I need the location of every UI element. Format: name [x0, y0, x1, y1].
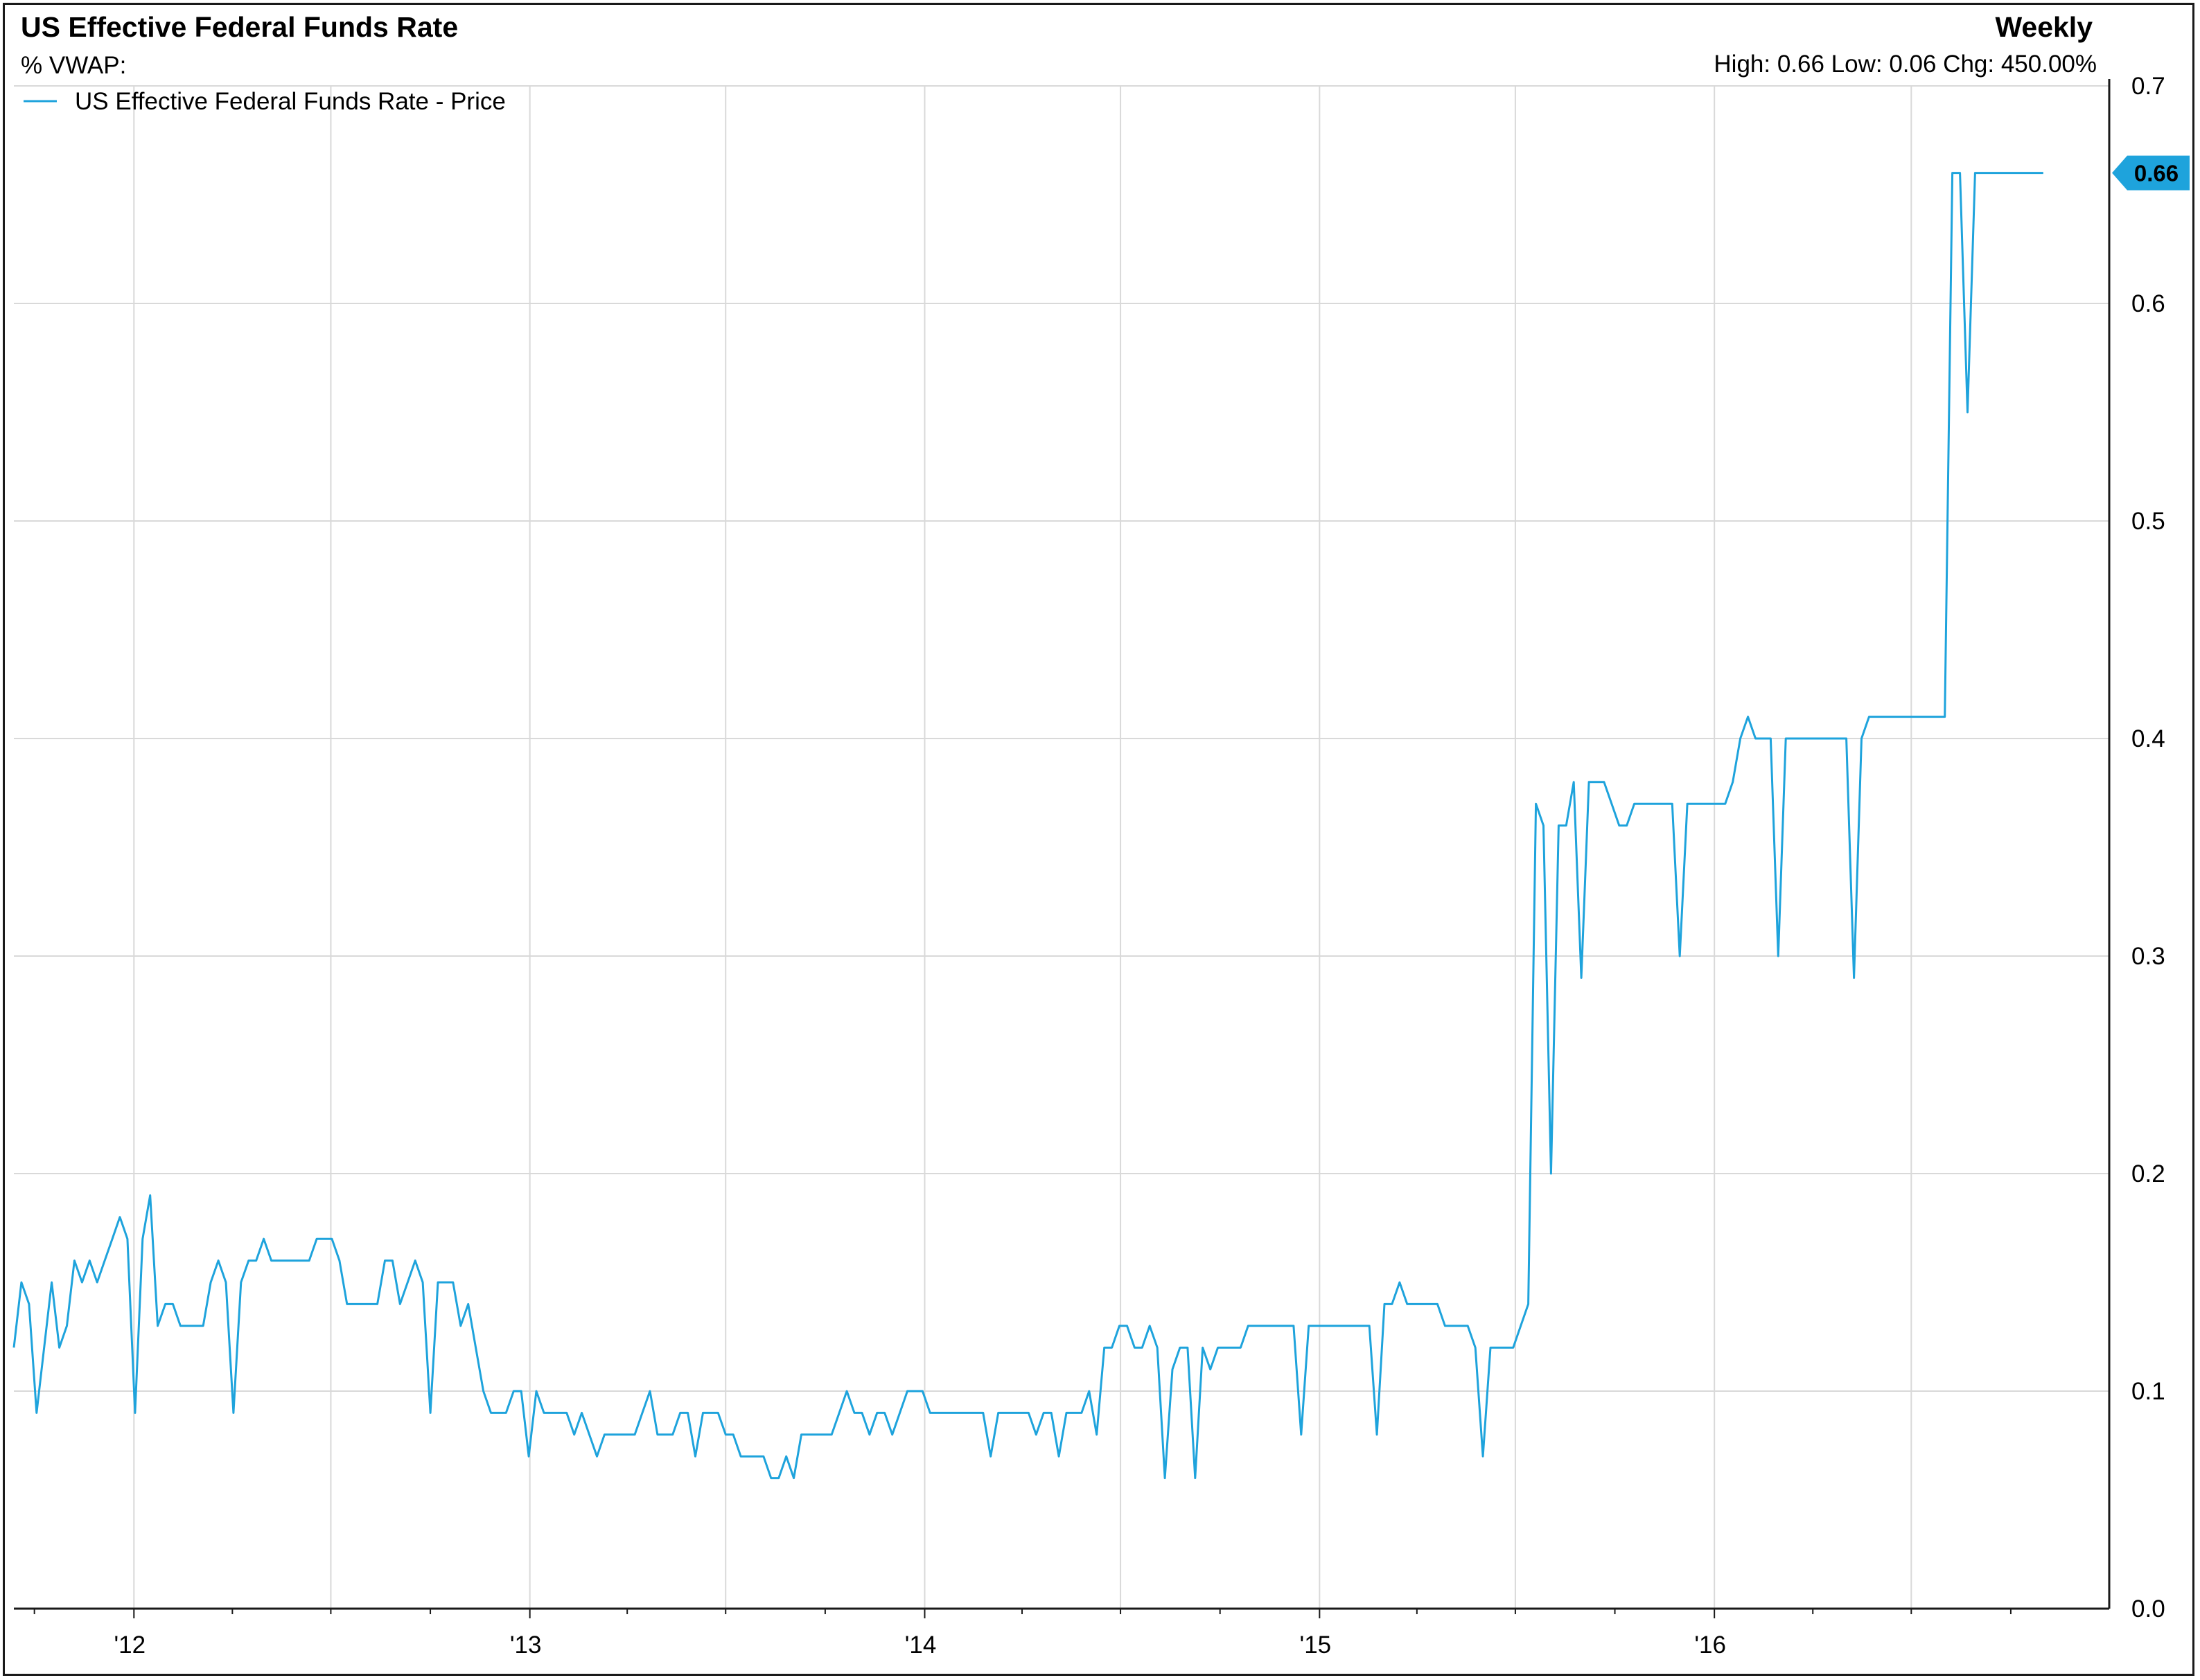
- last-value-badge-shape: [2112, 155, 2190, 191]
- x-tick-label: '12: [114, 1632, 146, 1659]
- y-tick-label: 0.4: [2131, 725, 2165, 752]
- stats-text: High: 0.66 Low: 0.06 Chg: 450.00%: [1714, 51, 2097, 78]
- y-tick-label: 0.5: [2131, 508, 2165, 535]
- axes: [14, 79, 2111, 1618]
- y-tick-label: 0.7: [2131, 73, 2165, 100]
- last-value-label: 0.66: [2134, 161, 2179, 186]
- y-tick-label: 0.0: [2131, 1595, 2165, 1622]
- y-tick-label: 0.1: [2131, 1378, 2165, 1405]
- y-tick-label: 0.6: [2131, 290, 2165, 317]
- x-tick-labels: '12 '13 '14 '15 '16: [114, 1632, 1726, 1659]
- x-tick-label: '14: [905, 1632, 937, 1659]
- chart-subtitle: % VWAP:: [21, 52, 126, 79]
- x-tick-label: '16: [1694, 1632, 1726, 1659]
- last-value-badge: 0.66: [2112, 155, 2190, 191]
- series-line: [12, 172, 2043, 1480]
- legend: US Effective Federal Funds Rate - Price: [24, 88, 506, 115]
- grid: [14, 85, 2109, 1609]
- period-label: Weekly: [1995, 11, 2093, 43]
- chart-frame: [3, 3, 2194, 1676]
- y-tick-label: 0.2: [2131, 1160, 2165, 1187]
- x-tick-label: '13: [510, 1632, 542, 1659]
- legend-label: US Effective Federal Funds Rate - Price: [75, 88, 506, 115]
- x-tick-label: '15: [1300, 1632, 1332, 1659]
- chart-title: US Effective Federal Funds Rate: [21, 11, 458, 43]
- y-tick-labels: 0.0 0.1 0.2 0.3 0.4 0.5 0.6 0.7: [2131, 73, 2165, 1622]
- y-tick-label: 0.3: [2131, 943, 2165, 970]
- series-layer: [12, 172, 2043, 1480]
